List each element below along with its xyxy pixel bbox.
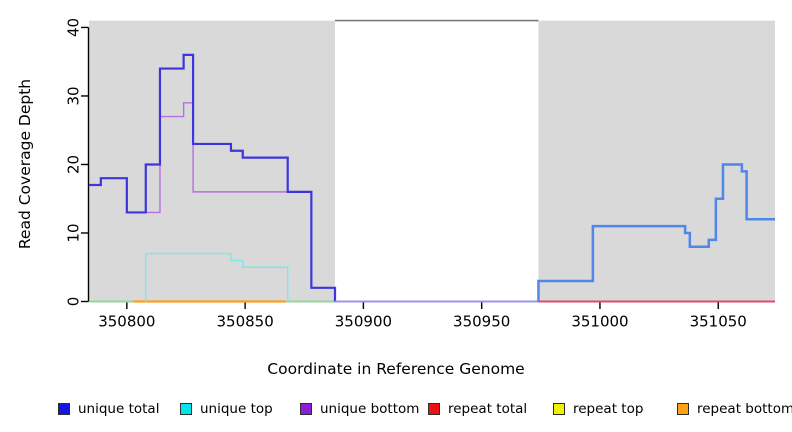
y-axis-title: Read Coverage Depth xyxy=(16,78,34,250)
y-tick-label: 40 xyxy=(65,18,83,37)
x-tick-label: 350800 xyxy=(98,313,155,331)
legend-swatch-unique-bottom xyxy=(300,403,312,415)
x-tick-label: 351000 xyxy=(571,313,628,331)
legend: unique total unique top unique bottom repea… xyxy=(0,399,792,421)
covered-region-right xyxy=(538,20,775,302)
legend-item-repeat-top: repeat top xyxy=(553,399,643,419)
legend-label: repeat total xyxy=(448,401,528,417)
unique-top-line xyxy=(145,252,289,302)
unique-total-line-right xyxy=(537,163,775,302)
y-tick-label: 30 xyxy=(65,86,83,105)
x-tick-label: 350850 xyxy=(216,313,273,331)
legend-label: unique top xyxy=(200,401,273,417)
legend-label: repeat top xyxy=(573,401,644,417)
y-tick-label: 10 xyxy=(65,223,83,242)
legend-label: unique total xyxy=(78,401,160,417)
x-axis-title: Coordinate in Reference Genome xyxy=(267,360,525,378)
x-tick-label: 350900 xyxy=(335,313,392,331)
legend-label: unique bottom xyxy=(320,401,420,417)
legend-item-unique-total: unique total xyxy=(58,399,159,419)
legend-swatch-unique-top xyxy=(180,403,192,415)
covered-region-left xyxy=(89,20,336,302)
legend-item-repeat-bottom: repeat bottom xyxy=(677,399,792,419)
legend-item-unique-bottom: unique bottom xyxy=(300,399,419,419)
legend-swatch-repeat-bottom xyxy=(677,403,689,415)
x-tick-label: 350950 xyxy=(453,313,510,331)
legend-swatch-repeat-top xyxy=(553,403,565,415)
x-tick-label: 351050 xyxy=(690,313,747,331)
legend-swatch-unique-total xyxy=(58,403,70,415)
gap-region xyxy=(335,20,539,302)
legend-item-repeat-total: repeat total xyxy=(428,399,527,419)
legend-swatch-repeat-total xyxy=(428,403,440,415)
legend-item-unique-top: unique top xyxy=(180,399,273,419)
y-tick-label: 20 xyxy=(65,155,83,174)
unique-total-line-left xyxy=(89,53,337,302)
legend-label: repeat bottom xyxy=(697,401,792,417)
y-tick-label: 0 xyxy=(65,297,83,307)
